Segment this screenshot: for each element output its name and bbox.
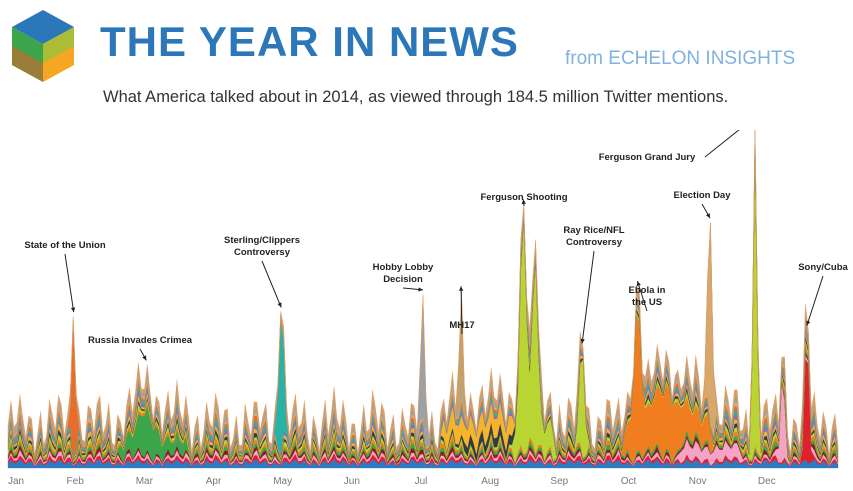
page-subtitle: What America talked about in 2014, as vi… bbox=[103, 88, 729, 106]
x-tick-label: Dec bbox=[758, 476, 776, 487]
annotation-label: Hobby Lobby Decision bbox=[373, 262, 434, 285]
annotation-arrowhead bbox=[458, 286, 464, 291]
x-tick-label: Jan bbox=[8, 476, 24, 487]
annotation-ferguson-shooting: Ferguson Shooting bbox=[480, 192, 568, 207]
x-tick-label: Sep bbox=[550, 476, 568, 487]
annotation-label: Ray Rice/NFL Controversy bbox=[563, 225, 624, 248]
annotation-arrow bbox=[806, 275, 824, 326]
annotation-arrowhead bbox=[636, 281, 641, 287]
annotation-russia-invades-crimea: Russia Invades Crimea bbox=[88, 335, 193, 361]
annotation-ray-rice-nfl-controversy: Ray Rice/NFL Controversy bbox=[563, 225, 625, 344]
annotation-arrowhead bbox=[277, 302, 282, 308]
x-axis-ticks: Jan Feb Mar Apr May Jun Jul Aug Sep Oct Nov Dec bbox=[8, 476, 776, 487]
annotation-ferguson-grand-jury: Ferguson Grand Jury bbox=[599, 130, 740, 163]
x-tick-label: Feb bbox=[67, 476, 85, 487]
x-tick-label: May bbox=[273, 476, 292, 487]
x-tick-label: Jul bbox=[415, 476, 428, 487]
annotation-arrowhead bbox=[70, 307, 76, 313]
annotation-sterling-clippers-controversy: Sterling/Clippers Controversy bbox=[224, 235, 300, 308]
annotation-arrowhead bbox=[806, 320, 811, 326]
annotation-arrow bbox=[636, 280, 648, 312]
annotation-arrow bbox=[581, 250, 595, 344]
x-tick-label: Jun bbox=[344, 476, 360, 487]
annotation-arrowhead bbox=[705, 213, 711, 219]
x-tick-label: Nov bbox=[689, 476, 707, 487]
annotation-arrowhead bbox=[142, 355, 147, 361]
annotation-label: Ebola in the US bbox=[629, 285, 666, 308]
annotation-label: Sony/Cuba bbox=[798, 262, 848, 273]
page-title: THE YEAR IN NEWS bbox=[100, 18, 519, 65]
x-tick-label: Oct bbox=[621, 476, 637, 487]
area-series-15 bbox=[7, 130, 839, 457]
annotation-arrowhead bbox=[418, 287, 423, 292]
annotation-arrowhead bbox=[521, 199, 526, 205]
annotation-election-day: Election Day bbox=[673, 190, 731, 219]
annotation-label: Sterling/Clippers Controversy bbox=[224, 235, 300, 258]
area-layers bbox=[7, 130, 839, 469]
annotation-arrow bbox=[64, 253, 75, 313]
annotation-label: Russia Invades Crimea bbox=[88, 335, 193, 346]
annotation-layer: State of the Union Russia Invades Crimea S… bbox=[24, 130, 849, 361]
x-tick-label: Apr bbox=[206, 476, 222, 487]
annotation-arrowhead bbox=[580, 338, 585, 344]
annotation-label: Ferguson Shooting bbox=[480, 192, 567, 203]
annotation-arrow bbox=[261, 260, 282, 308]
annotation-arrow bbox=[704, 130, 740, 158]
x-tick-label: Mar bbox=[136, 476, 154, 487]
annotation-label: State of the Union bbox=[24, 240, 105, 251]
annotation-arrow bbox=[460, 286, 463, 335]
byline: from ECHELON INSIGHTS bbox=[565, 48, 796, 69]
stacked-area-chart: State of the Union Russia Invades Crimea S… bbox=[7, 130, 849, 487]
echelon-logo-icon bbox=[12, 10, 74, 82]
x-tick-label: Aug bbox=[481, 476, 499, 487]
annotation-sony-cuba: Sony/Cuba bbox=[798, 262, 849, 326]
annotation-label: Election Day bbox=[673, 190, 731, 201]
annotation-state-of-the-union: State of the Union bbox=[24, 240, 106, 313]
annotation-label: Ferguson Grand Jury bbox=[599, 152, 696, 163]
annotation-ebola-in-the-us: Ebola in the US bbox=[629, 280, 666, 312]
annotation-hobby-lobby-decision: Hobby Lobby Decision bbox=[373, 262, 434, 292]
annotation-mh17: MH17 bbox=[449, 286, 475, 335]
